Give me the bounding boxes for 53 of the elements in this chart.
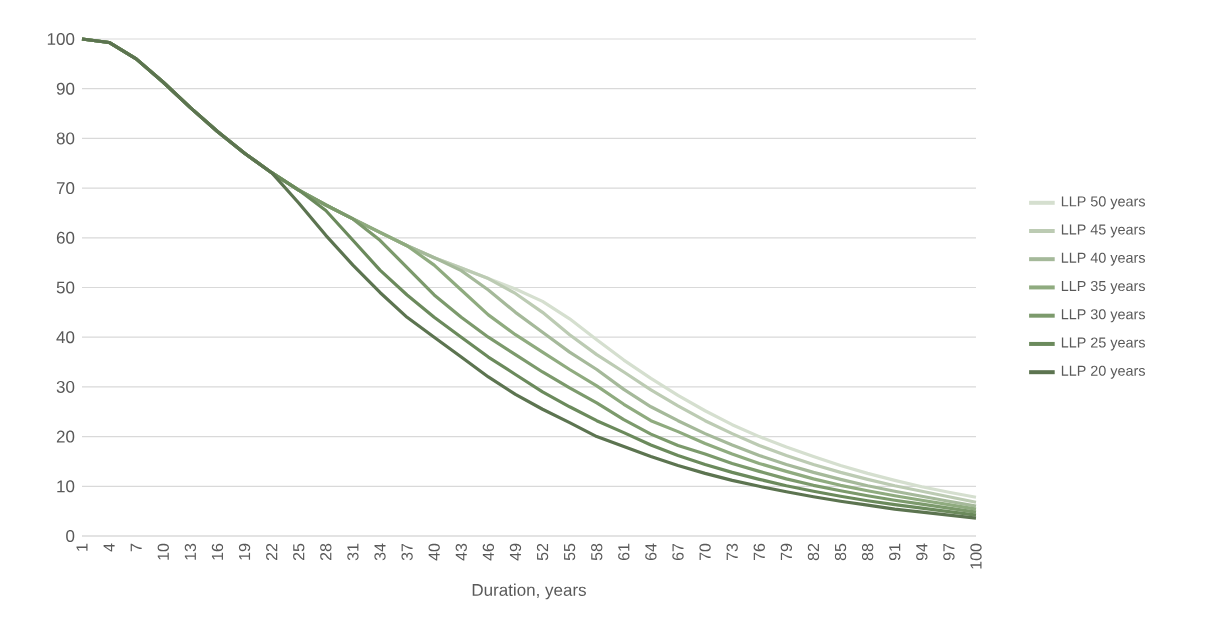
legend-label: LLP 35 years: [1061, 280, 1146, 294]
x-tick-label: 13: [184, 543, 197, 560]
x-tick-label: 28: [320, 543, 332, 561]
x-axis-title: Duration, years: [472, 583, 586, 600]
y-tick-label: 60: [56, 231, 75, 244]
x-tick-label: 22: [266, 543, 278, 561]
x-tick-label: 67: [672, 543, 684, 561]
y-tick-label: 20: [56, 430, 75, 443]
x-tick-label: 79: [780, 543, 793, 561]
x-tick-label: 85: [834, 543, 847, 561]
legend-label: LLP 25 years: [1061, 337, 1146, 351]
x-tick-label: 61: [618, 543, 630, 561]
y-tick-label: 80: [56, 132, 75, 145]
y-tick-label: 100: [47, 32, 75, 46]
y-tick-label: 40: [56, 331, 75, 344]
legend-label: LLP 40 years: [1061, 252, 1146, 266]
y-tick-label: 10: [57, 480, 75, 493]
x-tick-label: 7: [130, 543, 142, 552]
x-tick-label: 64: [645, 543, 657, 561]
x-tick-label: 73: [726, 543, 738, 561]
x-tick-label: 25: [293, 543, 305, 561]
x-tick-label: 4: [103, 543, 115, 552]
x-tick-label: 70: [699, 543, 711, 561]
x-tick-label: 91: [889, 543, 901, 561]
x-tick-label: 82: [807, 543, 820, 561]
x-tick-label: 55: [564, 543, 576, 561]
x-tick-label: 10: [157, 543, 169, 560]
legend-label: LLP 50 years: [1061, 196, 1146, 210]
legend-label: LLP 30 years: [1061, 309, 1146, 323]
x-tick-label: 76: [753, 543, 765, 561]
y-tick-label: 50: [56, 281, 75, 294]
y-tick-label: 70: [56, 182, 75, 195]
y-tick-label: 30: [56, 380, 75, 393]
x-tick-label: 46: [482, 543, 495, 561]
x-tick-label: 37: [401, 543, 413, 561]
y-tick-label: 0: [66, 530, 75, 543]
x-tick-label: 52: [536, 543, 549, 561]
x-tick-label: 100: [970, 543, 982, 569]
x-tick-label: 43: [455, 543, 467, 561]
y-tick-label: 90: [56, 82, 75, 95]
x-tick-label: 94: [916, 543, 928, 561]
x-tick-label: 19: [238, 543, 251, 560]
x-tick-label: 31: [347, 543, 359, 561]
x-tick-label: 58: [591, 543, 603, 561]
x-tick-label: 49: [509, 543, 522, 561]
x-tick-label: 97: [943, 543, 955, 561]
legend-label: LLP 45 years: [1061, 224, 1146, 238]
x-tick-label: 1: [76, 543, 88, 551]
x-tick-label: 34: [374, 543, 386, 561]
legend-label: LLP 20 years: [1061, 365, 1146, 379]
x-tick-label: 16: [211, 543, 224, 560]
x-tick-label: 40: [428, 543, 440, 561]
x-tick-label: 88: [861, 543, 874, 561]
